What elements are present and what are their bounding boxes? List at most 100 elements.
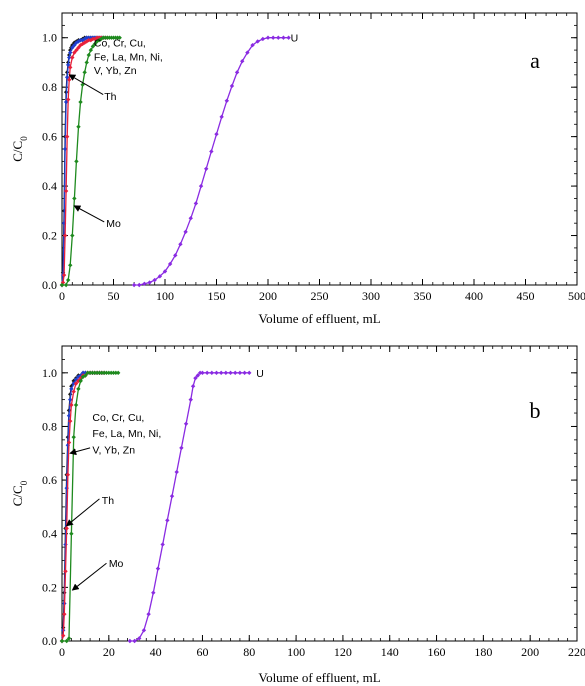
x-tick-label: 150 — [208, 289, 226, 303]
data-point-green — [101, 370, 107, 376]
annotation-label: Co, Cr, Cu, — [94, 38, 146, 50]
data-point-U — [234, 70, 240, 75]
data-point-U — [204, 166, 209, 171]
data-point-red — [65, 97, 71, 102]
data-point-U — [183, 229, 188, 235]
annotation-label: U — [256, 368, 264, 380]
data-point-green — [72, 196, 77, 201]
data-point-red — [66, 440, 72, 445]
data-point-U — [169, 493, 175, 499]
data-point-red — [73, 381, 79, 386]
data-point-U — [179, 445, 184, 451]
y-axis-label-main: C/C — [10, 141, 25, 162]
data-point-U — [147, 280, 152, 285]
data-point-green — [82, 70, 87, 75]
data-point-blue — [64, 75, 70, 80]
annotation-label: V, Yb, Zn — [92, 444, 135, 456]
annotation-arrow — [73, 205, 105, 223]
data-point-U — [214, 370, 219, 376]
data-point-green — [78, 378, 83, 384]
x-tick-label: 220 — [568, 645, 585, 659]
data-point-U — [286, 35, 291, 40]
data-point-green — [70, 233, 75, 238]
data-point-U — [197, 370, 203, 376]
data-point-U — [146, 611, 151, 617]
data-point-U — [165, 518, 170, 523]
data-point-green — [84, 60, 89, 65]
data-point-blue — [70, 45, 75, 50]
panel-label: a — [530, 48, 540, 73]
data-point-green — [87, 370, 93, 376]
data-point-U — [228, 370, 233, 376]
data-point-blue — [82, 36, 87, 42]
data-point-U — [247, 370, 252, 376]
data-point-blue — [71, 381, 76, 386]
y-tick-label: 0.2 — [42, 580, 57, 594]
annotation-label: V, Yb, Zn — [94, 65, 137, 77]
data-point-green — [111, 370, 116, 376]
x-tick-label: 160 — [428, 645, 446, 659]
x-tick-label: 300 — [362, 289, 380, 303]
data-point-blue — [67, 397, 73, 402]
data-point-red — [74, 47, 79, 53]
annotation-label: Fe, La, Mn, Ni, — [94, 51, 163, 63]
x-tick-label: 80 — [243, 645, 255, 659]
data-point-U — [190, 384, 196, 389]
y-tick-label: 0.8 — [42, 80, 57, 94]
data-point-U — [141, 628, 147, 633]
y-tick-label: 0.6 — [42, 130, 57, 144]
data-point-green — [68, 263, 73, 268]
x-tick-label: 250 — [311, 289, 329, 303]
data-point-U — [127, 638, 133, 644]
data-point-green — [65, 277, 71, 283]
x-axis-label: Volume of effluent, mL — [258, 311, 380, 326]
y-tick-label: 0.8 — [42, 419, 57, 433]
x-tick-label: 140 — [381, 645, 399, 659]
x-tick-label: 200 — [259, 289, 277, 303]
chart-panel-a: 0 50 100 150 200 250 300 350 400 450 500 0.0 0.2 0.4 0… — [10, 12, 585, 326]
data-point-U — [242, 370, 247, 376]
annotation-label: Th — [102, 495, 114, 507]
data-point-green — [98, 36, 104, 42]
data-point-U — [195, 373, 200, 378]
data-point-black — [68, 47, 73, 53]
data-point-green — [59, 282, 65, 288]
data-point-red — [69, 402, 74, 408]
data-point-U — [240, 59, 245, 64]
data-point-U — [193, 201, 199, 206]
data-point-U — [132, 638, 137, 644]
data-point-blue — [76, 374, 81, 380]
data-point-U — [219, 114, 224, 120]
data-point-green — [63, 282, 69, 288]
y-tick-label: 1.0 — [42, 366, 57, 380]
data-point-U — [237, 370, 243, 376]
data-point-blue — [83, 370, 88, 376]
data-point-green — [90, 44, 96, 49]
annotation-label: U — [291, 33, 299, 45]
x-tick-label: 500 — [568, 289, 585, 303]
y-tick-label: 0.0 — [42, 634, 57, 648]
data-point-U — [173, 253, 178, 258]
annotation-arrow — [68, 74, 104, 96]
data-point-red — [67, 418, 73, 424]
data-point-red — [63, 569, 68, 574]
data-point-green — [76, 386, 81, 392]
data-point-green — [85, 370, 90, 376]
x-tick-label: 450 — [517, 289, 535, 303]
data-point-red — [68, 65, 73, 70]
data-point-U — [155, 566, 161, 571]
data-point-red — [62, 611, 67, 617]
annotation-arrow — [65, 498, 100, 527]
series-line-U — [129, 372, 250, 642]
y-axis-label-subscript: 0 — [19, 136, 29, 141]
data-point-red — [65, 472, 71, 477]
data-point-green — [108, 370, 114, 376]
data-point-red — [76, 378, 81, 384]
x-tick-label: 40 — [150, 645, 162, 659]
x-axis-label: Volume of effluent, mL — [258, 670, 380, 685]
data-point-U — [233, 370, 238, 376]
data-point-green — [59, 638, 65, 644]
data-point-U — [281, 35, 286, 40]
y-axis-label-subscript: 0 — [19, 480, 29, 485]
